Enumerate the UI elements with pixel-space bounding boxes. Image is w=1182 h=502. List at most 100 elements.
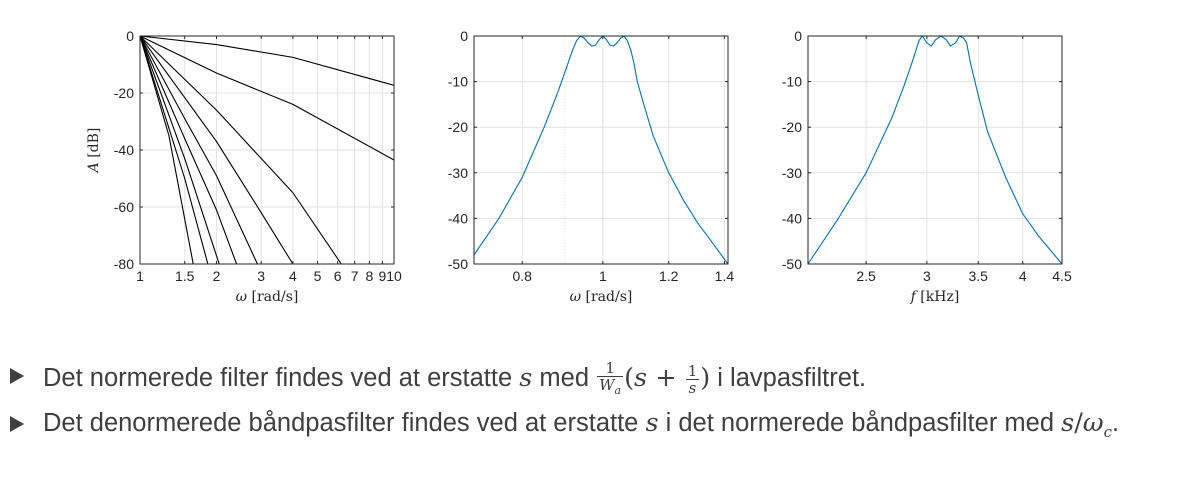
axis-label-symbol: f (910, 289, 919, 305)
axes-box (807, 35, 1063, 265)
x-tick-label: 9 (378, 268, 386, 284)
x-tick-label: 4 (289, 268, 297, 284)
axis-label-unit: [kHz] (916, 289, 959, 305)
axis-label-symbol: ω (236, 289, 248, 305)
x-tick-label: 1 (136, 268, 144, 284)
y-tick-label: -40 (448, 210, 468, 226)
series-line (808, 35, 1062, 265)
math-operator: + (647, 363, 685, 394)
x-tick-label: 4.5 (1052, 268, 1072, 284)
y-tick-label: -40 (782, 210, 802, 226)
bullet-text: i det normerede båndpasfilter med (658, 409, 1062, 437)
y-tick-label: -10 (782, 74, 802, 90)
x-tick-label: 2.5 (856, 268, 876, 284)
x-tick-label: 8 (365, 268, 373, 284)
axis-label: ω [rad/s] (236, 289, 299, 305)
math-variable: s (1061, 408, 1075, 438)
x-tick-label: 1.5 (175, 268, 195, 284)
x-tick-label: 6 (334, 268, 342, 284)
x-tick-label: 5 (314, 268, 322, 284)
series-group (474, 35, 728, 265)
series-line (140, 35, 394, 161)
y-tick-label: -10 (448, 74, 468, 90)
axis-label-unit: [dB] (86, 128, 102, 163)
y-tick-label: -30 (782, 165, 802, 181)
x-tick-label: 1.2 (659, 268, 679, 284)
x-tick-label: 1 (599, 268, 607, 284)
bullet-marker-icon (10, 368, 24, 384)
x-tick-label: 3 (923, 268, 931, 284)
axis-label-unit: [rad/s] (581, 289, 632, 305)
series-group (808, 35, 1062, 265)
plot-lowpass-attenuation: 1 1.5 2 3 4 5 6 7 8 9 10 0 -20 -40 -60 -80 ω [rad/s] A [d… (86, 28, 402, 305)
series-line (140, 35, 209, 265)
series-line (474, 35, 728, 265)
bullet-text: Det normerede filter findes ved at ersta… (43, 364, 520, 393)
y-tick-label: -50 (782, 256, 802, 272)
fraction-denominator-subscript: a (614, 384, 622, 397)
x-tick-label: 3.5 (969, 268, 989, 284)
y-tick-label: 0 (126, 28, 134, 44)
series-line (140, 35, 238, 265)
axis-label: ω [rad/s] (570, 289, 633, 305)
bullet-text: med (532, 364, 597, 393)
series-line (140, 35, 194, 265)
axis-label-symbol: ω (570, 289, 582, 305)
plot-normalized-bandpass: 0.8 1 1.2 1.4 0 -10 -20 -30 -40 -50 ω [rad/s] (448, 28, 735, 305)
axis-label: A [dB] (86, 128, 102, 175)
y-tick-label: 0 (794, 28, 802, 44)
series-line (140, 35, 342, 265)
plot-area (808, 36, 1062, 264)
axes-box (473, 35, 729, 265)
math-variable: s (645, 408, 659, 438)
y-tick-label: 0 (460, 28, 468, 44)
y-tick-label: -30 (448, 165, 468, 181)
math-variable: ω (1082, 408, 1104, 438)
series-group (140, 35, 394, 265)
bullet-text: Det denormerede båndpasfilter findes ved… (43, 409, 646, 437)
x-tick-label: 3 (257, 268, 265, 284)
fraction-numerator: 1 (605, 359, 615, 377)
plot-denormalized-bandpass: 2.5 3 3.5 4 4.5 0 -10 -20 -30 -40 -50 f [kHz] (782, 28, 1072, 305)
bullet-item: Det normerede filter findes ved at ersta… (10, 360, 1170, 399)
y-tick-label: -20 (448, 119, 468, 135)
x-tick-label: 1.4 (715, 268, 735, 284)
y-tick-label: -60 (114, 199, 134, 215)
math-variable: s (519, 363, 533, 394)
bullet-marker-icon (10, 416, 24, 432)
fraction-denominator-base: W (599, 376, 615, 394)
y-tick-label: -20 (114, 85, 134, 101)
figure: 1 1.5 2 3 4 5 6 7 8 9 100-20-40-60-80ω [rad/s]A [d… (86, 28, 1072, 305)
axis-label-symbol: A (86, 162, 102, 174)
axis-label: f [kHz] (910, 289, 960, 305)
math-subscript: c (1103, 423, 1112, 442)
plot-area (474, 36, 728, 264)
fraction-numerator: 1 (687, 362, 698, 380)
series-line (140, 35, 220, 265)
math-paren: ( (624, 363, 635, 394)
math-paren: ) (700, 363, 711, 394)
series-line (140, 35, 394, 86)
series-line (140, 35, 294, 265)
y-tick-label: -80 (114, 256, 134, 272)
math-operator: / (1074, 408, 1083, 438)
fraction-denominator: Wa (597, 376, 624, 399)
x-tick-label: 0.8 (513, 268, 533, 284)
bullet-item: Det denormerede båndpasfilter findes ved… (10, 408, 1170, 448)
series-line (140, 35, 258, 265)
x-tick-label: 7 (351, 268, 359, 284)
y-tick-label: -20 (782, 119, 802, 135)
math-fraction: 1 Wa (597, 359, 624, 399)
axis-label-unit: [rad/s] (247, 289, 298, 305)
bullet-text: i lavpasfiltret. (710, 364, 867, 393)
x-tick-label: 4 (1019, 268, 1027, 284)
y-tick-label: -40 (114, 142, 134, 158)
math-variable: s (634, 363, 648, 394)
fraction-denominator: s (685, 379, 700, 396)
y-tick-label: -50 (448, 256, 468, 272)
bullet-text: . (1111, 409, 1120, 437)
bullet-list: Det normerede filter findes ved at ersta… (10, 360, 1170, 457)
x-tick-label: 10 (386, 268, 402, 284)
x-tick-label: 2 (213, 268, 221, 284)
